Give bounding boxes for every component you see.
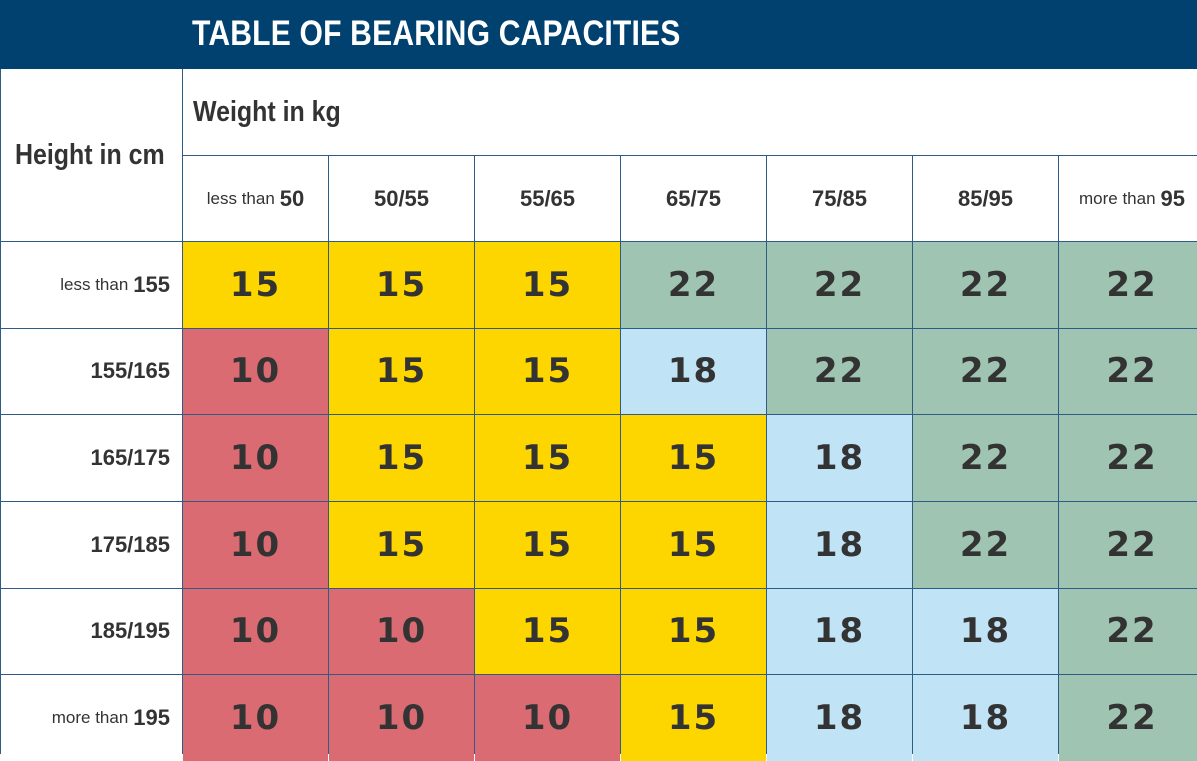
row-header-value: 175/185 — [90, 531, 170, 557]
capacity-cell: 10 — [183, 328, 328, 415]
capacity-cell: 22 — [767, 328, 912, 415]
row-axis-header: Height in cm — [1, 69, 182, 241]
column-header: 65/75 — [621, 156, 766, 241]
capacity-cell: 10 — [183, 588, 328, 675]
capacity-cell: 15 — [475, 588, 620, 675]
row-header: 185/195 — [1, 588, 182, 675]
capacity-cell: 15 — [329, 328, 474, 415]
capacity-cell: 18 — [913, 675, 1058, 761]
row-header: 175/185 — [1, 501, 182, 588]
capacity-cell: 18 — [767, 675, 912, 761]
column-header: less than 50 — [183, 156, 328, 241]
capacity-cell: 22 — [913, 501, 1058, 588]
capacity-cell: 22 — [1059, 328, 1197, 415]
page-title: TABLE OF BEARING CAPACITIES — [192, 14, 681, 53]
capacity-cell: 15 — [475, 501, 620, 588]
capacity-cell: 18 — [621, 328, 766, 415]
capacity-cell: 22 — [1059, 242, 1197, 328]
row-header: more than 195 — [1, 675, 182, 761]
capacity-cell: 22 — [1059, 588, 1197, 675]
column-axis-header: Weight in kg — [183, 69, 1197, 155]
capacity-cell: 15 — [621, 675, 766, 761]
row-header-value: 155/165 — [90, 358, 170, 384]
capacity-cell: 22 — [1059, 675, 1197, 761]
capacity-cell: 15 — [329, 501, 474, 588]
capacity-cell: 18 — [767, 588, 912, 675]
row-header-value: 185/195 — [90, 618, 170, 644]
column-header: 50/55 — [329, 156, 474, 241]
row-header: 165/175 — [1, 415, 182, 501]
row-header-value: 165/175 — [90, 445, 170, 471]
capacity-cell: 22 — [913, 328, 1058, 415]
row-header-prefix: less than — [60, 274, 129, 294]
capacity-cell: 22 — [913, 415, 1058, 501]
capacity-cell: 15 — [475, 415, 620, 501]
capacity-cell: 10 — [329, 675, 474, 761]
row-header-value: 155 — [133, 271, 170, 297]
capacity-cell: 18 — [767, 501, 912, 588]
column-header-value: 85/95 — [957, 185, 1014, 211]
column-header-value: 50 — [279, 185, 305, 211]
title-banner: TABLE OF BEARING CAPACITIES — [0, 0, 1197, 69]
column-header: more than 95 — [1059, 156, 1197, 241]
row-header-value: 195 — [133, 705, 170, 731]
capacity-cell: 15 — [621, 415, 766, 501]
row-axis-label: Height in cm — [15, 138, 165, 171]
column-header-prefix: less than — [206, 188, 275, 208]
column-header-value: 50/55 — [373, 185, 430, 211]
capacity-cell: 22 — [621, 242, 766, 328]
capacity-cell: 18 — [913, 588, 1058, 675]
column-header-value: 95 — [1160, 185, 1186, 211]
column-header: 75/85 — [767, 156, 912, 241]
column-header-value: 75/85 — [811, 185, 868, 211]
column-header: 85/95 — [913, 156, 1058, 241]
row-header: 155/165 — [1, 328, 182, 415]
capacity-cell: 10 — [475, 675, 620, 761]
column-header-value: 55/65 — [519, 185, 576, 211]
capacity-cell: 15 — [329, 415, 474, 501]
capacity-cell: 15 — [621, 501, 766, 588]
capacity-cell: 15 — [183, 242, 328, 328]
capacity-cell: 10 — [183, 415, 328, 501]
capacity-cell: 10 — [183, 675, 328, 761]
column-header-value: 65/75 — [665, 185, 722, 211]
capacity-cell: 18 — [767, 415, 912, 501]
bearing-capacity-table: Height in cm Weight in kg less than 50 50/… — [0, 69, 1197, 761]
capacity-cell: 10 — [329, 588, 474, 675]
capacity-cell: 22 — [767, 242, 912, 328]
capacity-cell: 15 — [475, 242, 620, 328]
capacity-cell: 15 — [475, 328, 620, 415]
capacity-cell: 22 — [913, 242, 1058, 328]
capacity-cell: 15 — [621, 588, 766, 675]
column-axis-label: Weight in kg — [193, 95, 341, 128]
row-header: less than 155 — [1, 242, 182, 328]
column-header: 55/65 — [475, 156, 620, 241]
capacity-cell: 15 — [329, 242, 474, 328]
row-header-prefix: more than — [51, 708, 129, 728]
column-header-prefix: more than — [1078, 188, 1156, 208]
capacity-cell: 22 — [1059, 415, 1197, 501]
capacity-cell: 22 — [1059, 501, 1197, 588]
capacity-cell: 10 — [183, 501, 328, 588]
